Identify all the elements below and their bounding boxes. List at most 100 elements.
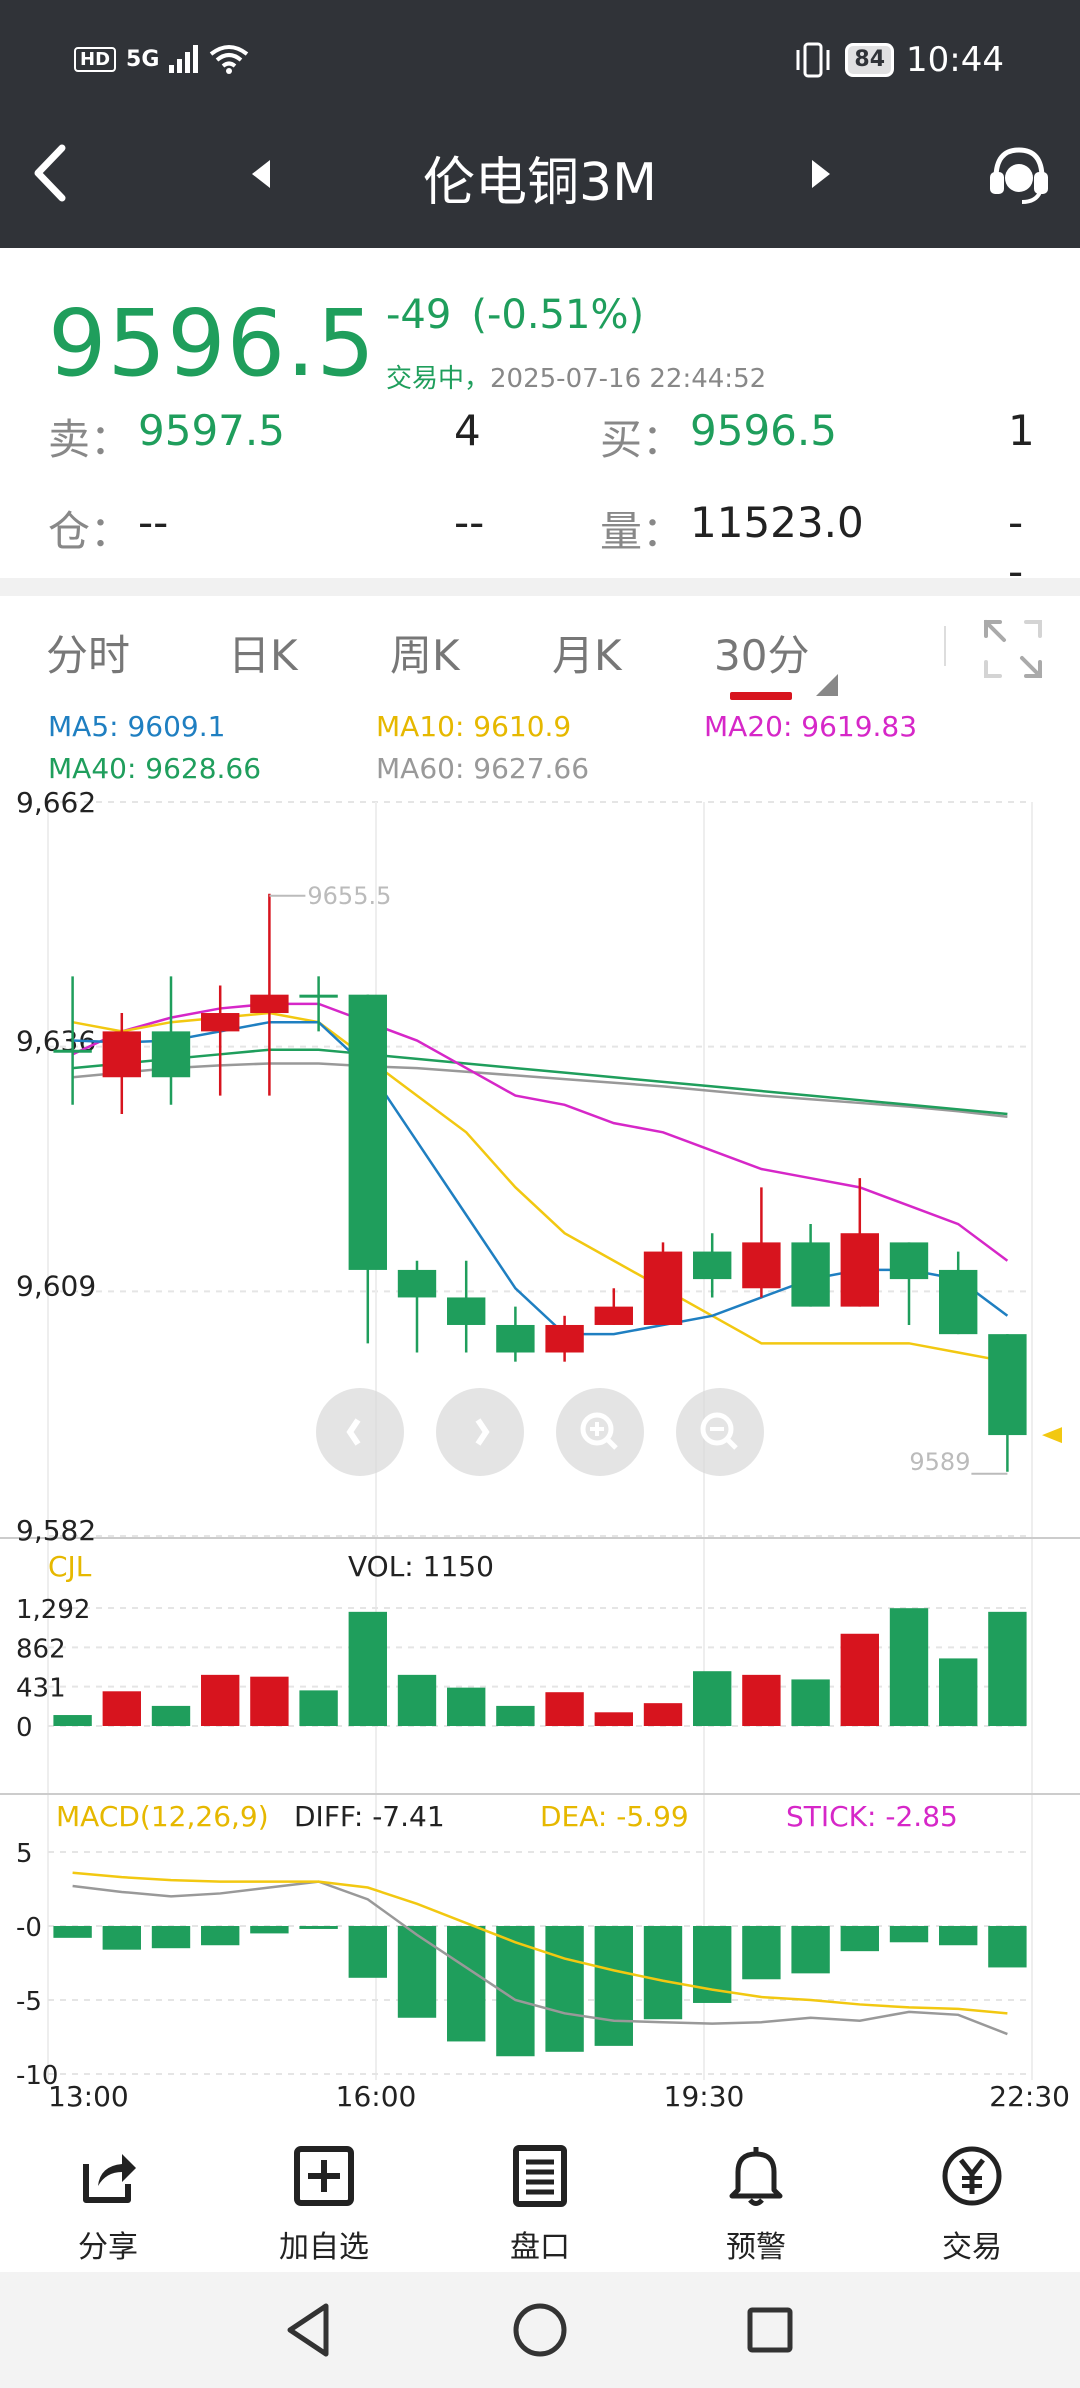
- volume-bar: [299, 1690, 338, 1726]
- tab-intraday[interactable]: 分时: [46, 631, 131, 680]
- add-watchlist-label: 加自选: [279, 2230, 369, 2265]
- zoom-out-button[interactable]: [676, 1388, 764, 1476]
- customer-service-icon[interactable]: [986, 142, 1052, 208]
- candle-body: [889, 1242, 929, 1280]
- oi-volume-row: 仓： -- -- 量： 11523.0 --: [48, 498, 1038, 596]
- volume-bar: [742, 1674, 781, 1726]
- volume-bar: [643, 1703, 683, 1726]
- buy-price: 9596.5: [690, 406, 837, 455]
- candle-body: [447, 1297, 486, 1325]
- volume-bar: [102, 1691, 141, 1726]
- trade-button[interactable]: 交易: [902, 2144, 1042, 2266]
- title-nav: 伦电铜3M: [0, 130, 1080, 220]
- macd-axis-label: -10: [16, 2061, 58, 2091]
- system-recents-icon[interactable]: [738, 2298, 802, 2362]
- macd-stick: [102, 1926, 141, 1950]
- volume-bar: [545, 1692, 584, 1726]
- candle-body: [250, 994, 289, 1014]
- ma40-legend: MA40: 9628.66: [48, 752, 262, 785]
- candle-body: [840, 1233, 879, 1307]
- volume-bar: [693, 1671, 732, 1726]
- back-arrow-icon[interactable]: [26, 138, 86, 208]
- time-axis-label: 13:00: [48, 2080, 129, 2110]
- alert-label: 预警: [726, 2230, 786, 2265]
- macd-stick: [299, 1926, 338, 1929]
- macd-diff-label: DIFF: -7.41: [294, 1800, 445, 1833]
- volume-bar: [201, 1674, 240, 1726]
- candle-body: [397, 1269, 437, 1298]
- tab-30min[interactable]: 30分: [714, 631, 810, 680]
- period-tabs: 分时 日K 周K 月K 30分: [0, 600, 1080, 700]
- add-watchlist-button[interactable]: 加自选: [254, 2144, 394, 2266]
- macd-axis-label: -0: [16, 1913, 42, 1943]
- prev-contract-icon[interactable]: [246, 154, 276, 194]
- ma40-line: [72, 1048, 1008, 1116]
- open-interest-label: 仓：: [48, 507, 133, 556]
- zoom-in-button[interactable]: [556, 1388, 644, 1476]
- candle-body: [299, 994, 338, 998]
- vibrate-icon: [796, 42, 830, 78]
- network-type: 5G: [126, 46, 160, 72]
- status-clock: 10:44: [906, 40, 1004, 80]
- price-axis-label: 9,662: [16, 786, 96, 819]
- macd-stick: [939, 1926, 978, 1946]
- status-bar-left: HD 5G: [74, 44, 249, 74]
- sell-qty: 4: [454, 406, 481, 455]
- macd-dea-label: DEA: -5.99: [540, 1800, 689, 1833]
- volume-bar: [791, 1679, 830, 1726]
- volume-axis-label: 1,292: [16, 1595, 90, 1625]
- battery-indicator: 84: [845, 43, 895, 77]
- share-button[interactable]: 分享: [38, 2144, 178, 2266]
- order-book-icon: [513, 2145, 567, 2207]
- volume-bar: [988, 1611, 1027, 1726]
- system-back-icon[interactable]: [278, 2298, 342, 2362]
- macd-stick: [53, 1926, 92, 1938]
- macd-stick: [840, 1926, 879, 1952]
- ma20-legend: MA20: 9619.83: [704, 710, 918, 743]
- tab-daily-k[interactable]: 日K: [228, 631, 298, 680]
- next-contract-icon[interactable]: [806, 154, 836, 194]
- change-value: -49: [386, 292, 452, 338]
- volume-value: 11523.0: [690, 498, 864, 547]
- time-axis-label: 22:30: [989, 2080, 1070, 2110]
- macd-stick: [447, 1926, 486, 2042]
- period-dropdown-icon[interactable]: [816, 674, 838, 696]
- price-change: -49 (-0.51%): [386, 292, 664, 338]
- open-interest-value: --: [138, 498, 169, 547]
- volume-label: 量：: [600, 507, 685, 556]
- ma60-legend: MA60: 9627.66: [376, 752, 590, 785]
- candle-body: [348, 994, 387, 1270]
- bid-ask-row: 卖： 9597.5 4 买： 9596.5 1: [48, 406, 1038, 466]
- order-book-button[interactable]: 盘口: [470, 2144, 610, 2266]
- trade-time: 交易中，2025-07-16 22:44:52: [386, 358, 766, 395]
- macd-stick: [201, 1926, 240, 1946]
- macd-axis-label: 5: [16, 1839, 33, 1869]
- tab-weekly-k[interactable]: 周K: [390, 631, 460, 680]
- tab-monthly-k[interactable]: 月K: [552, 631, 622, 680]
- volume-indicator-label: CJL: [48, 1550, 92, 1583]
- macd-stick-label: STICK: -2.85: [786, 1800, 958, 1833]
- system-home-icon[interactable]: [508, 2298, 572, 2362]
- candle-body: [643, 1251, 683, 1325]
- macd-stick: [988, 1926, 1027, 1968]
- volume-bar: [939, 1658, 978, 1726]
- chart-prev-button[interactable]: [316, 1388, 404, 1476]
- chart-next-button-bg: [436, 1388, 524, 1476]
- volume-bar: [53, 1715, 92, 1726]
- chevron-right-icon: [475, 1418, 490, 1446]
- macd-stick: [250, 1926, 289, 1934]
- alert-button[interactable]: 预警: [686, 2144, 826, 2266]
- trade-label: 交易: [942, 2230, 1002, 2265]
- chart-next-button[interactable]: [436, 1388, 524, 1476]
- status-bar-right: 84 10:44: [793, 40, 1004, 80]
- share-icon: [83, 2154, 136, 2203]
- hd-badge: HD: [74, 46, 117, 72]
- fullscreen-icon[interactable]: [982, 618, 1044, 680]
- top-bar: HD 5G 84 10:44 伦电铜3M: [0, 0, 1080, 248]
- min-price-label: 9589: [909, 1448, 970, 1476]
- candle-body: [693, 1251, 732, 1280]
- change-percent: (-0.51%): [471, 292, 645, 338]
- zoom-out-button-bg: [676, 1388, 764, 1476]
- macd-stick: [889, 1926, 929, 1943]
